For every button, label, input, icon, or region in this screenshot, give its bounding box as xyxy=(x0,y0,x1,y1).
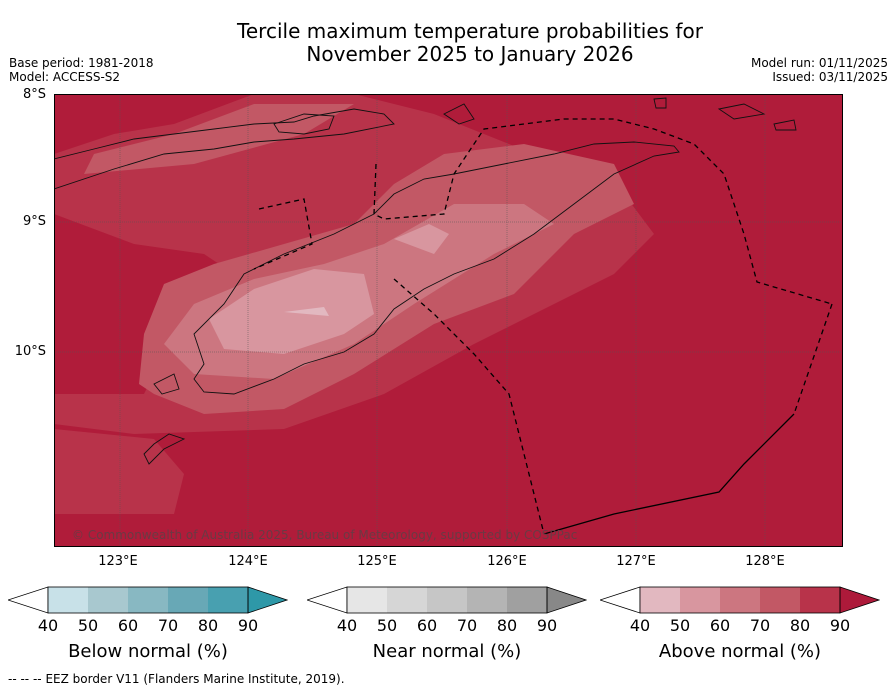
eez-north-border xyxy=(373,118,833,305)
tick-label: 60 xyxy=(416,616,438,635)
colorbar-above-normal xyxy=(600,586,880,614)
flores-coast-outline xyxy=(54,108,395,190)
contour-70-band-north xyxy=(84,104,354,174)
lon-label-123e: 123°E xyxy=(98,554,138,569)
near-normal-swatch xyxy=(427,587,467,613)
below-normal-swatch xyxy=(208,587,248,613)
contour-40-band xyxy=(284,307,329,316)
lat-label-8s: 8°S xyxy=(22,87,46,102)
tick-label: 80 xyxy=(496,616,518,635)
tick-label: 50 xyxy=(669,616,691,635)
near-normal-swatch xyxy=(467,587,507,613)
rote-island-outline xyxy=(143,433,186,465)
tick-label: 50 xyxy=(77,616,99,635)
wetar-island-outline xyxy=(443,103,475,125)
colorbar-below-normal xyxy=(8,586,288,614)
tick-label: 90 xyxy=(829,616,851,635)
title-line-2: November 2025 to January 2026 xyxy=(306,42,634,66)
tick-label: 40 xyxy=(336,616,358,635)
eez-south-border xyxy=(393,278,545,535)
semau-island-outline xyxy=(153,373,180,395)
timor-island-outline xyxy=(193,141,680,395)
tick-label: 70 xyxy=(456,616,478,635)
contour-50-band-east xyxy=(394,224,449,254)
eastern-islands-outline xyxy=(717,103,797,131)
tick-label: 90 xyxy=(536,616,558,635)
lon-label-125e: 125°E xyxy=(357,554,397,569)
above-normal-swatch xyxy=(760,587,800,613)
grid-lines xyxy=(54,94,843,547)
run-info-right: Model run: 01/11/2025 Issued: 03/11/2025 xyxy=(751,56,888,84)
tick-label: 50 xyxy=(376,616,398,635)
run-info-left: Base period: 1981-2018 Model: ACCESS-S2 xyxy=(9,56,154,84)
below-normal-swatch xyxy=(88,587,128,613)
lon-label-126e: 126°E xyxy=(487,554,527,569)
colorbar-below-label: Below normal (%) xyxy=(68,641,228,662)
eez-border xyxy=(253,118,833,535)
probability-map xyxy=(54,94,843,547)
near-normal-swatch xyxy=(347,587,387,613)
eez-legend: -- -- -- EEZ border V11 (Flanders Marine… xyxy=(8,672,345,686)
eez-solid-segment xyxy=(543,413,795,535)
colorbar-above-label: Above normal (%) xyxy=(658,641,822,662)
above-normal-swatch xyxy=(640,587,680,613)
tick-label: 40 xyxy=(37,616,59,635)
lon-label-124e: 124°E xyxy=(228,554,268,569)
tick-label: 80 xyxy=(197,616,219,635)
base-period: Base period: 1981-2018 xyxy=(9,56,154,70)
issued-date: Issued: 03/11/2025 xyxy=(772,70,888,84)
copyright-notice: © Commonwealth of Australia 2025, Bureau… xyxy=(72,528,578,542)
below-normal-swatch xyxy=(168,587,208,613)
title-line-1: Tercile maximum temperature probabilitie… xyxy=(237,19,703,43)
below-normal-swatch xyxy=(128,587,168,613)
lat-label-9s: 9°S xyxy=(22,214,46,229)
contour-80-band-south xyxy=(54,429,184,514)
below-normal-swatch xyxy=(48,587,88,613)
atauro-island-outline xyxy=(653,97,667,109)
coastlines xyxy=(54,97,797,465)
eez-legend-symbol: -- -- -- xyxy=(8,672,42,686)
above-normal-swatch xyxy=(800,587,840,613)
above-normal-swatch xyxy=(720,587,760,613)
tick-label: 40 xyxy=(629,616,651,635)
lon-label-127e: 127°E xyxy=(616,554,656,569)
eez-east-border xyxy=(793,303,833,415)
colorbar-near-normal xyxy=(307,586,587,614)
tick-label: 60 xyxy=(709,616,731,635)
alor-island-outline xyxy=(273,113,335,135)
map-title: Tercile maximum temperature probabilitie… xyxy=(170,20,770,66)
lat-label-10s: 10°S xyxy=(14,344,46,359)
lon-label-128e: 128°E xyxy=(745,554,785,569)
colorbar-near-label: Near normal (%) xyxy=(372,641,522,662)
near-normal-swatch xyxy=(387,587,427,613)
near-normal-swatch xyxy=(507,587,547,613)
tick-label: 80 xyxy=(789,616,811,635)
tick-label: 70 xyxy=(749,616,771,635)
eez-legend-text: EEZ border V11 (Flanders Marine Institut… xyxy=(45,672,345,686)
model-run: Model run: 01/11/2025 xyxy=(750,56,888,70)
tick-label: 70 xyxy=(157,616,179,635)
tick-label: 90 xyxy=(237,616,259,635)
model-name: Model: ACCESS-S2 xyxy=(9,70,121,84)
tick-label: 60 xyxy=(117,616,139,635)
above-normal-swatch xyxy=(680,587,720,613)
